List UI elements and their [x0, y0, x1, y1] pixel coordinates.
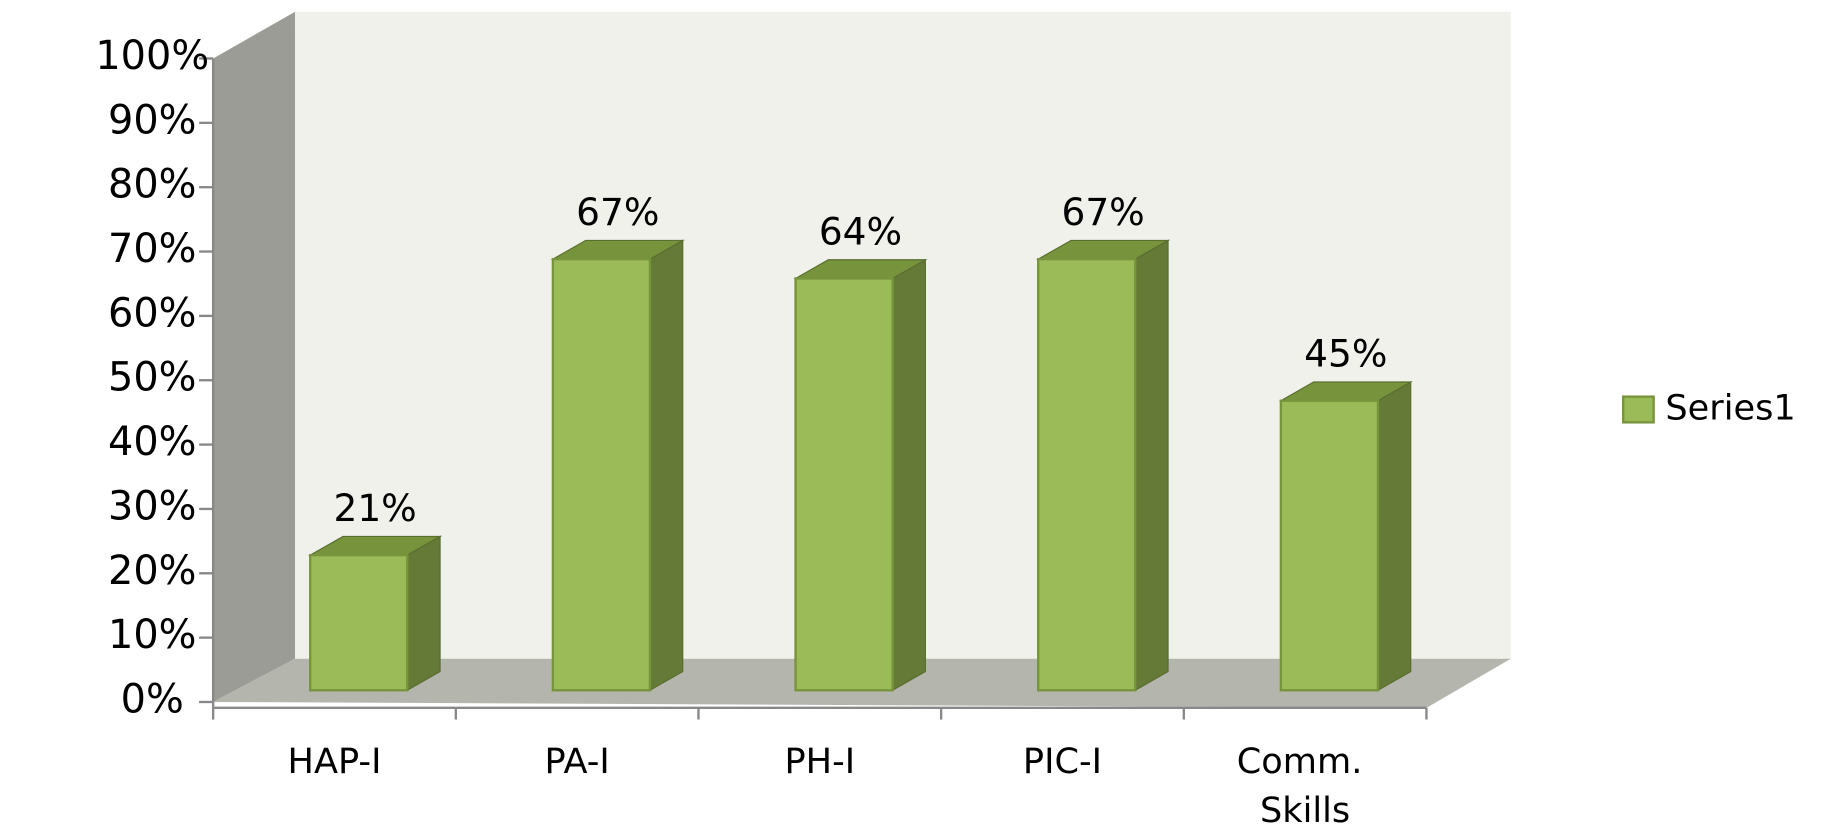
- y-tick-label: 30%: [108, 483, 196, 529]
- legend-label: Series1: [1665, 388, 1795, 429]
- legend-swatch: [1622, 395, 1655, 424]
- data-label: 21%: [334, 486, 417, 530]
- x-tick-label: HAP-I: [288, 741, 382, 782]
- y-tick-label: 100%: [95, 33, 209, 79]
- bar: [794, 277, 894, 692]
- y-tick-label: 80%: [108, 162, 196, 208]
- y-tick-label: 40%: [108, 419, 196, 465]
- x-tick-label: Comm. Skills: [1237, 741, 1374, 826]
- x-tick-label: PH-I: [784, 741, 855, 782]
- y-tick-label: 50%: [108, 355, 196, 401]
- bar-side: [1377, 380, 1412, 692]
- data-label: 67%: [1062, 190, 1145, 234]
- side-wall: [213, 11, 296, 702]
- y-tick-label: 90%: [108, 97, 196, 143]
- y-tick-label: 70%: [108, 226, 196, 272]
- bar: [551, 257, 652, 692]
- x-tick-label: PA-I: [545, 741, 610, 782]
- bar-side: [1134, 239, 1169, 692]
- bar: [1279, 399, 1380, 692]
- x-tick-label: PIC-I: [1023, 741, 1102, 782]
- bar: [1037, 257, 1137, 692]
- bar: [309, 553, 409, 692]
- bar-side: [406, 535, 441, 692]
- bar-side: [892, 258, 926, 692]
- y-tick-label: 10%: [108, 612, 196, 658]
- data-label: 64%: [819, 210, 902, 254]
- y-tick-label: 60%: [108, 290, 196, 336]
- data-label: 45%: [1304, 332, 1387, 376]
- data-label: 67%: [576, 190, 659, 234]
- y-tick-label: 0%: [121, 676, 184, 722]
- bar-side: [649, 239, 684, 692]
- y-tick-label: 20%: [108, 548, 196, 594]
